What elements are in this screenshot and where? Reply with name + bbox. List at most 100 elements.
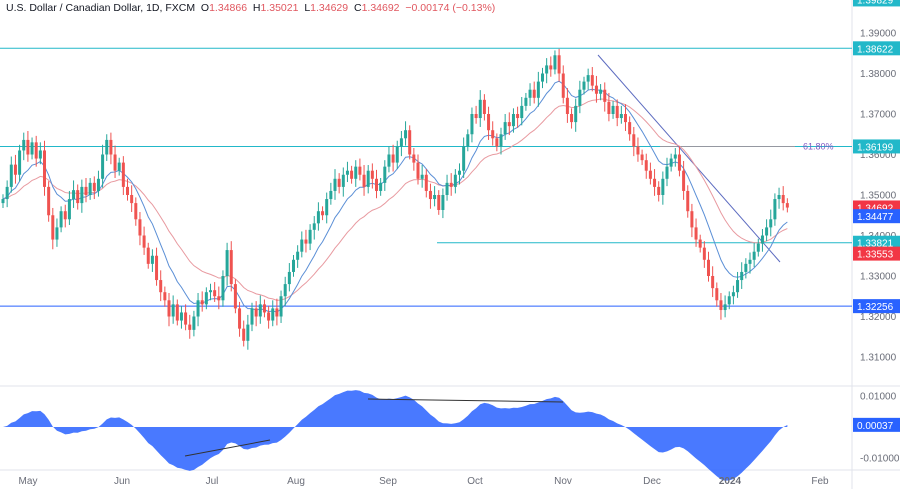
candle-body [171,304,175,317]
candle-body [175,304,179,321]
symbol-title: U.S. Dollar / Canadian Dollar, 1D, FXCM [6,2,196,14]
candle-body [474,114,478,119]
candle-body [283,284,287,297]
candle-body [5,186,9,200]
candle-body [88,182,92,195]
candle [599,84,603,101]
candle-body [532,89,536,98]
candle-body [142,235,146,248]
candle-body [308,229,312,244]
y-tick-label: 1.37000 [860,110,897,121]
candle [283,276,287,306]
candle [578,80,582,114]
candle [192,310,196,337]
candle [126,178,129,201]
low-value: 1.34629 [310,2,349,14]
candle-body [271,308,275,321]
candle-body [233,284,237,309]
candle [420,165,424,188]
candle [250,302,254,332]
candle [582,76,586,95]
candle-body [628,122,632,135]
candle [304,229,308,253]
close-label: C [353,2,362,14]
candle [184,304,188,331]
candle-body [292,259,295,272]
candle-body [578,89,582,106]
candle [416,154,420,185]
candle-body [437,195,441,210]
candle-body [603,89,607,102]
candle-body [760,235,764,244]
candle [13,154,17,184]
candle [441,188,445,219]
candle-body [458,170,461,175]
candle [217,286,221,310]
candle-body [582,81,586,90]
candle-body [213,290,217,297]
x-tick-label: Dec [643,476,661,487]
candle [345,161,349,183]
candle [67,190,71,225]
candle-body [184,312,188,325]
candle [682,160,686,200]
x-tick-label: May [19,476,38,487]
candle-body [408,130,412,155]
candle-body [682,170,686,191]
candle [524,92,528,111]
candle [491,121,495,146]
candle [200,291,204,312]
candle [648,162,652,185]
candle [594,75,598,103]
candle [130,185,134,213]
candle-body [686,190,690,212]
candle [121,156,125,195]
candle-body [719,300,723,311]
candle [18,144,22,182]
candle [731,285,735,305]
y-tick-label: 1.36000 [860,150,897,161]
candle-body [723,304,727,311]
candle [38,142,42,165]
open-value: 1.34866 [209,2,248,14]
candle [55,218,59,247]
candle [462,137,466,178]
candle-body [275,308,279,317]
candle-body [38,150,42,159]
candle [669,153,673,172]
fib-label: 61.80% [803,141,834,151]
candle [88,177,92,200]
candle [362,165,366,196]
candle-body [644,160,648,171]
candle-body [84,186,88,195]
candle-body [615,105,619,119]
candle [487,106,491,140]
candle-body [781,195,785,204]
level-price-label-box [853,139,900,154]
fast-moving-average [2,80,788,313]
candle [657,181,661,202]
candle [511,108,515,133]
candle [561,65,565,104]
candle [690,203,694,238]
candle [570,108,574,129]
candle [80,179,84,213]
candle-body [26,139,30,155]
candle-body [632,134,636,147]
candle [254,301,258,327]
candle-body [279,296,283,317]
candle-body [752,251,756,260]
candle-body [516,114,520,119]
level-price-label-box [853,235,900,250]
candle [553,50,557,75]
candle [466,129,470,152]
candle-body [557,55,561,74]
candle-body [777,195,781,200]
candle [760,229,764,252]
candle [603,82,607,112]
candle [233,279,237,314]
candle-body [648,170,652,179]
candle [159,270,163,302]
